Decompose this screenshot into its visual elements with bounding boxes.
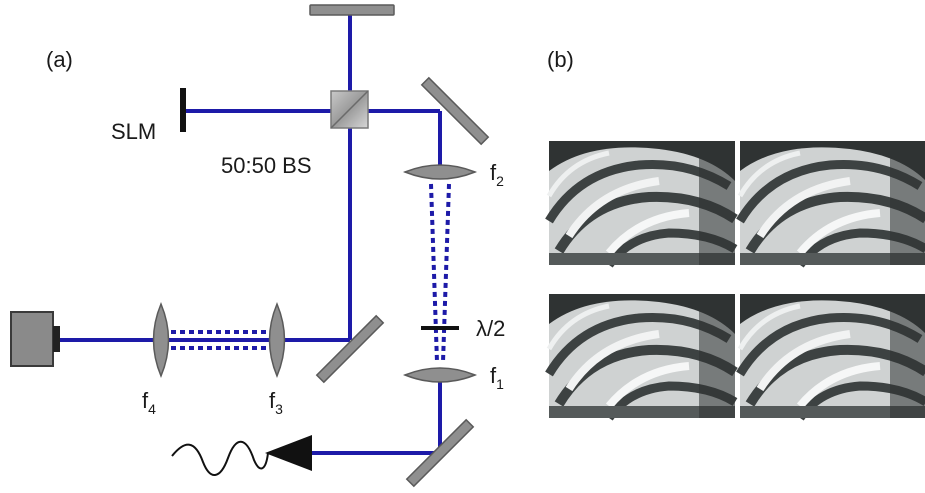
optical-fiber (171, 440, 269, 476)
beam-f2-f1-left (429, 183, 439, 363)
lens-f4-label: f4 (142, 388, 156, 417)
top-mirror (309, 4, 395, 16)
mirror-top-right (420, 76, 490, 146)
fiber-collimator (265, 435, 312, 471)
waveplate-label: λ/2 (476, 316, 505, 341)
slm-label: SLM (111, 119, 156, 144)
beam-splitter-diagonal (330, 90, 369, 129)
expanded-beams (162, 183, 451, 363)
mirror-middle (315, 314, 385, 384)
lens-f3-label: f3 (269, 388, 283, 417)
fringe-image-top-left (549, 141, 735, 265)
lens-f1 (402, 367, 478, 383)
lens-f2-label: f2 (490, 160, 504, 189)
camera (10, 311, 60, 367)
panel-b-label: (b) (547, 47, 574, 72)
beam-paths (60, 14, 442, 455)
fringe-image-grid (549, 141, 925, 418)
fringe-image-top-right (740, 141, 925, 265)
fringe-image-bottom-right (740, 294, 925, 418)
fringe-image-bottom-left (549, 294, 735, 418)
beam-f2-f1-right (441, 183, 451, 363)
lens-f2 (402, 164, 478, 180)
slm-device (180, 88, 186, 132)
panel-a-label: (a) (46, 47, 73, 72)
lens-f1-label: f1 (490, 363, 504, 392)
mirror-bottom-right (405, 418, 475, 488)
bs-label: 50:50 BS (221, 153, 312, 178)
lens-f3 (268, 302, 286, 378)
lens-f4 (152, 302, 170, 378)
